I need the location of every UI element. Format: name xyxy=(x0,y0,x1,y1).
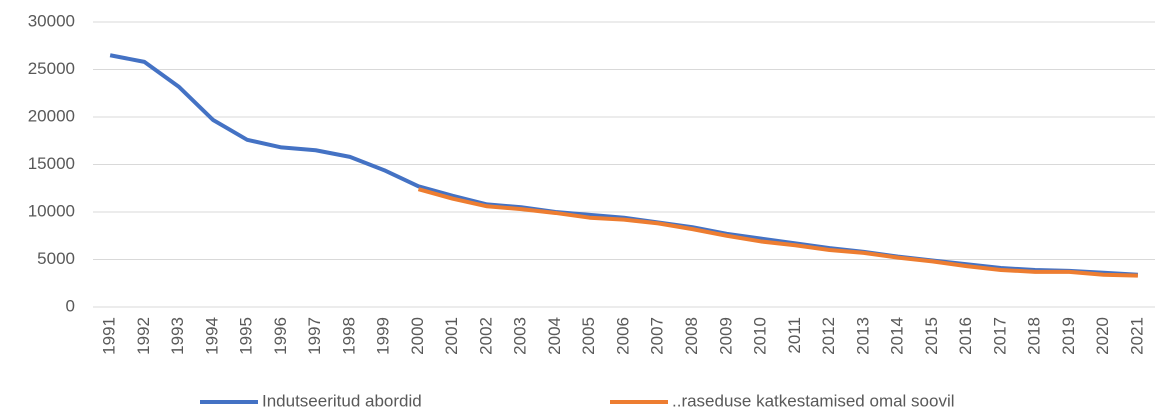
x-tick-label: 1999 xyxy=(374,317,393,355)
x-tick-label: 2003 xyxy=(511,317,530,355)
y-tick-label: 5000 xyxy=(37,249,75,268)
x-tick-label: 2019 xyxy=(1059,317,1078,355)
x-tick-label: 2008 xyxy=(682,317,701,355)
x-tick-label: 1997 xyxy=(305,317,324,355)
y-tick-label: 25000 xyxy=(28,59,75,78)
x-tick-label: 1994 xyxy=(202,317,221,355)
x-tick-label: 2007 xyxy=(648,317,667,355)
x-tick-label: 2020 xyxy=(1093,317,1112,355)
x-tick-label: 1996 xyxy=(271,317,290,355)
x-tick-label: 2017 xyxy=(990,317,1009,355)
x-tick-label: 1998 xyxy=(339,317,358,355)
x-tick-label: 1992 xyxy=(134,317,153,355)
x-tick-label: 2009 xyxy=(716,317,735,355)
x-tick-label: 2004 xyxy=(545,317,564,355)
x-tick-label: 2011 xyxy=(785,317,804,354)
x-tick-label: 2001 xyxy=(442,317,461,355)
x-tick-label: 2016 xyxy=(956,317,975,355)
line-series xyxy=(417,187,1138,278)
x-tick-label: 1991 xyxy=(100,317,119,355)
y-tick-label: 15000 xyxy=(28,154,75,173)
y-tick-label: 10000 xyxy=(28,201,75,220)
x-tick-label: 2015 xyxy=(922,317,941,355)
x-tick-label: 1993 xyxy=(168,317,187,355)
legend-label: Indutseeritud abordid xyxy=(262,391,422,410)
x-tick-label: 2000 xyxy=(408,317,427,355)
y-tick-label: 30000 xyxy=(28,11,75,30)
x-tick-label: 2013 xyxy=(853,317,872,355)
y-tick-label: 0 xyxy=(66,296,75,315)
x-tick-label: 1995 xyxy=(237,317,256,355)
x-tick-label: 2018 xyxy=(1025,317,1044,355)
x-tick-label: 2021 xyxy=(1127,317,1146,355)
x-tick-label: 2012 xyxy=(819,317,838,355)
x-tick-label: 2014 xyxy=(888,317,907,355)
x-tick-label: 2002 xyxy=(476,317,495,355)
y-tick-label: 20000 xyxy=(28,106,75,125)
x-tick-label: 2006 xyxy=(613,317,632,355)
x-tick-label: 2005 xyxy=(579,317,598,355)
x-tick-label: 2010 xyxy=(751,317,770,355)
legend-label: ..raseduse katkestamised omal soovil xyxy=(672,391,955,410)
